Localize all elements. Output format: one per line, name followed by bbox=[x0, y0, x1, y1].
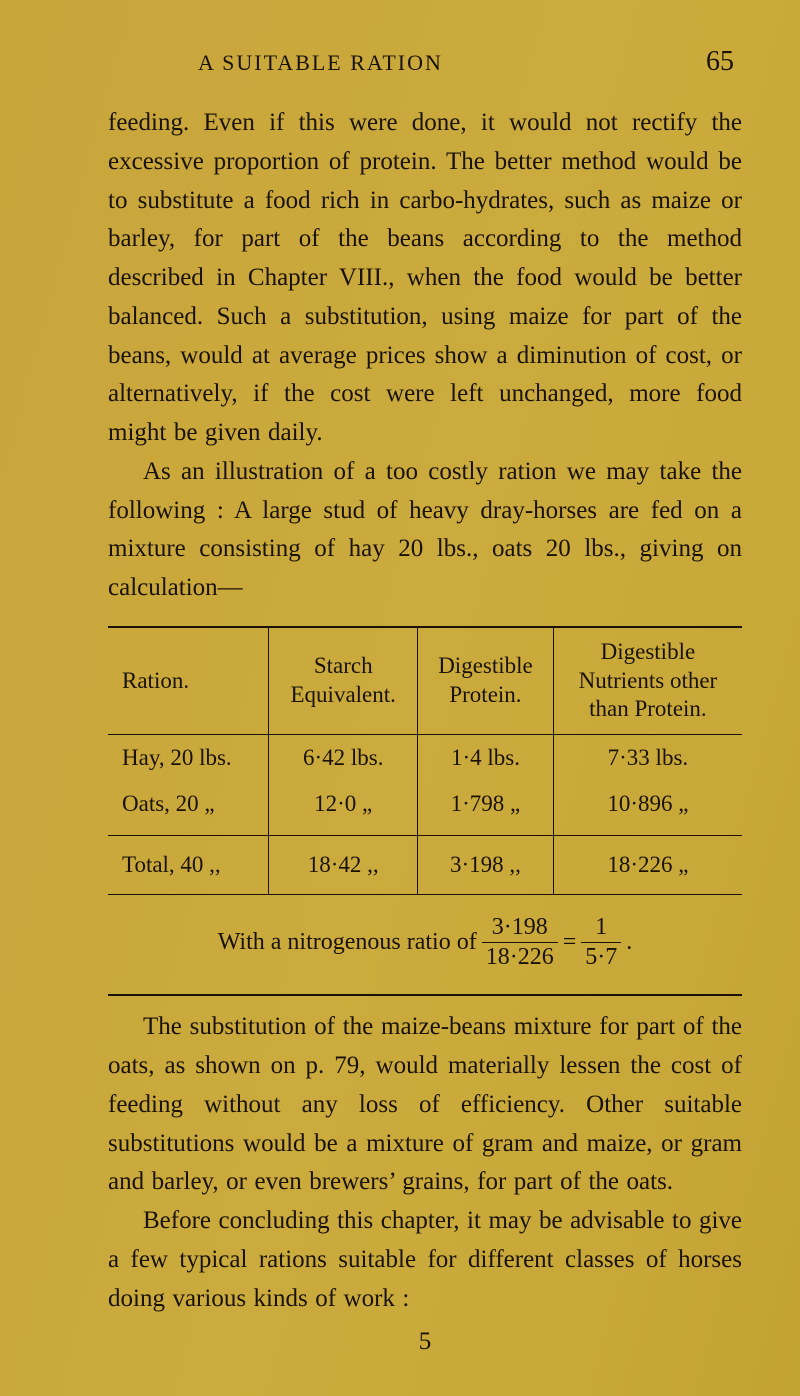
cell-ration: Hay, 20 lbs. bbox=[108, 735, 269, 782]
page-number: 65 bbox=[706, 46, 734, 78]
cell-nutrients: 10·896 „ bbox=[553, 781, 742, 836]
page: A SUITABLE RATION 65 feeding. Even if th… bbox=[0, 0, 800, 1396]
ratio-frac-1: 3·198 18·226 bbox=[482, 915, 558, 970]
cell-total-nutrients: 18·226 „ bbox=[553, 836, 742, 895]
col-protein-l1: Digestible bbox=[438, 653, 533, 678]
signature-number: 5 bbox=[108, 1328, 742, 1356]
cell-total-starch: 18·42 ,, bbox=[269, 836, 418, 895]
col-nutr-l3: than Protein. bbox=[589, 696, 707, 721]
paragraph-1: feeding. Even if this were done, it woul… bbox=[108, 104, 742, 453]
col-protein-l2: Protein. bbox=[449, 682, 521, 707]
table-row: Oats, 20 „ 12·0 „ 1·798 „ 10·896 „ bbox=[108, 781, 742, 836]
col-nutrients: Digestible Nutrients other than Protein. bbox=[553, 627, 742, 735]
body-text: feeding. Even if this were done, it woul… bbox=[108, 104, 742, 608]
cell-total-protein: 3·198 ,, bbox=[418, 836, 554, 895]
cell-protein: 1·798 „ bbox=[418, 781, 554, 836]
ratio-cell: With a nitrogenous ratio of 3·198 18·226… bbox=[108, 895, 742, 996]
ratio-suffix: . bbox=[626, 929, 632, 956]
col-protein: Digestible Protein. bbox=[418, 627, 554, 735]
table-ratio-row: With a nitrogenous ratio of 3·198 18·226… bbox=[108, 895, 742, 996]
table-row: Hay, 20 lbs. 6·42 lbs. 1·4 lbs. 7·33 lbs… bbox=[108, 735, 742, 782]
ratio-prefix: With a nitrogenous ratio of bbox=[218, 929, 477, 956]
col-starch: Starch Equivalent. bbox=[269, 627, 418, 735]
paragraph-4: Before concluding this chapter, it may b… bbox=[108, 1202, 742, 1318]
cell-ration: Oats, 20 „ bbox=[108, 781, 269, 836]
running-title: A SUITABLE RATION bbox=[198, 50, 443, 76]
ratio-den2: 5·7 bbox=[581, 943, 621, 970]
ratio-den1: 18·226 bbox=[482, 943, 558, 970]
ratio-line: With a nitrogenous ratio of 3·198 18·226… bbox=[218, 915, 633, 970]
paragraph-2: As an illustration of a too costly ratio… bbox=[108, 453, 742, 608]
cell-nutrients: 7·33 lbs. bbox=[553, 735, 742, 782]
col-ration: Ration. bbox=[108, 627, 269, 735]
col-nutr-l1: Digestible bbox=[601, 639, 696, 664]
ratio-num2: 1 bbox=[581, 915, 621, 943]
ratio-frac-2: 1 5·7 bbox=[581, 915, 621, 970]
ratio-eq: = bbox=[563, 929, 577, 956]
cell-starch: 6·42 lbs. bbox=[269, 735, 418, 782]
running-head: A SUITABLE RATION 65 bbox=[108, 46, 742, 78]
col-starch-l1: Starch bbox=[314, 653, 373, 678]
table-total-row: Total, 40 ,, 18·42 ,, 3·198 ,, 18·226 „ bbox=[108, 836, 742, 895]
ration-table: Ration. Starch Equivalent. Digestible Prot… bbox=[108, 626, 742, 997]
col-nutr-l2: Nutrients other bbox=[579, 668, 718, 693]
table-header-row: Ration. Starch Equivalent. Digestible Prot… bbox=[108, 627, 742, 735]
paragraph-3: The substitution of the maize-beans mixt… bbox=[108, 1008, 742, 1202]
cell-protein: 1·4 lbs. bbox=[418, 735, 554, 782]
body-text-after: The substitution of the maize-beans mixt… bbox=[108, 1008, 742, 1318]
cell-total-ration: Total, 40 ,, bbox=[108, 836, 269, 895]
cell-starch: 12·0 „ bbox=[269, 781, 418, 836]
ratio-num1: 3·198 bbox=[482, 915, 558, 943]
col-starch-l2: Equivalent. bbox=[291, 682, 396, 707]
